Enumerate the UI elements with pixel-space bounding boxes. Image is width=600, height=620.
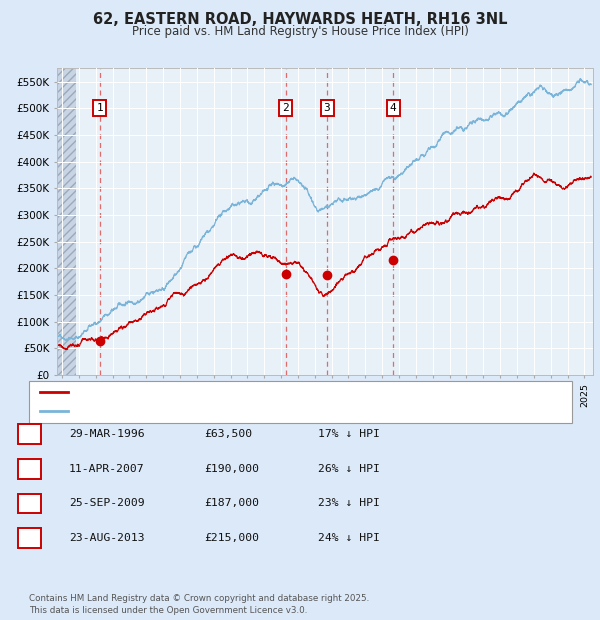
Text: 3: 3 (324, 104, 331, 113)
Text: 3: 3 (26, 498, 33, 508)
Text: Price paid vs. HM Land Registry's House Price Index (HPI): Price paid vs. HM Land Registry's House … (131, 25, 469, 38)
Text: £187,000: £187,000 (204, 498, 259, 508)
Text: HPI: Average price, semi-detached house, Mid Sussex: HPI: Average price, semi-detached house,… (73, 406, 340, 416)
Text: £63,500: £63,500 (204, 429, 252, 439)
Text: 4: 4 (390, 104, 397, 113)
Text: £215,000: £215,000 (204, 533, 259, 543)
Text: 29-MAR-1996: 29-MAR-1996 (69, 429, 145, 439)
Text: 11-APR-2007: 11-APR-2007 (69, 464, 145, 474)
Text: 23-AUG-2013: 23-AUG-2013 (69, 533, 145, 543)
Text: 26% ↓ HPI: 26% ↓ HPI (318, 464, 380, 474)
Text: 2: 2 (26, 464, 33, 474)
Text: 25-SEP-2009: 25-SEP-2009 (69, 498, 145, 508)
Text: 1: 1 (97, 104, 103, 113)
Text: 1: 1 (26, 429, 33, 439)
Text: £190,000: £190,000 (204, 464, 259, 474)
Text: 24% ↓ HPI: 24% ↓ HPI (318, 533, 380, 543)
Text: 62, EASTERN ROAD, HAYWARDS HEATH, RH16 3NL (semi-detached house): 62, EASTERN ROAD, HAYWARDS HEATH, RH16 3… (73, 388, 443, 397)
Text: 62, EASTERN ROAD, HAYWARDS HEATH, RH16 3NL: 62, EASTERN ROAD, HAYWARDS HEATH, RH16 3… (93, 12, 507, 27)
Text: Contains HM Land Registry data © Crown copyright and database right 2025.
This d: Contains HM Land Registry data © Crown c… (29, 593, 369, 615)
Text: 17% ↓ HPI: 17% ↓ HPI (318, 429, 380, 439)
Text: 4: 4 (26, 533, 33, 543)
Text: 23% ↓ HPI: 23% ↓ HPI (318, 498, 380, 508)
Text: 2: 2 (283, 104, 289, 113)
